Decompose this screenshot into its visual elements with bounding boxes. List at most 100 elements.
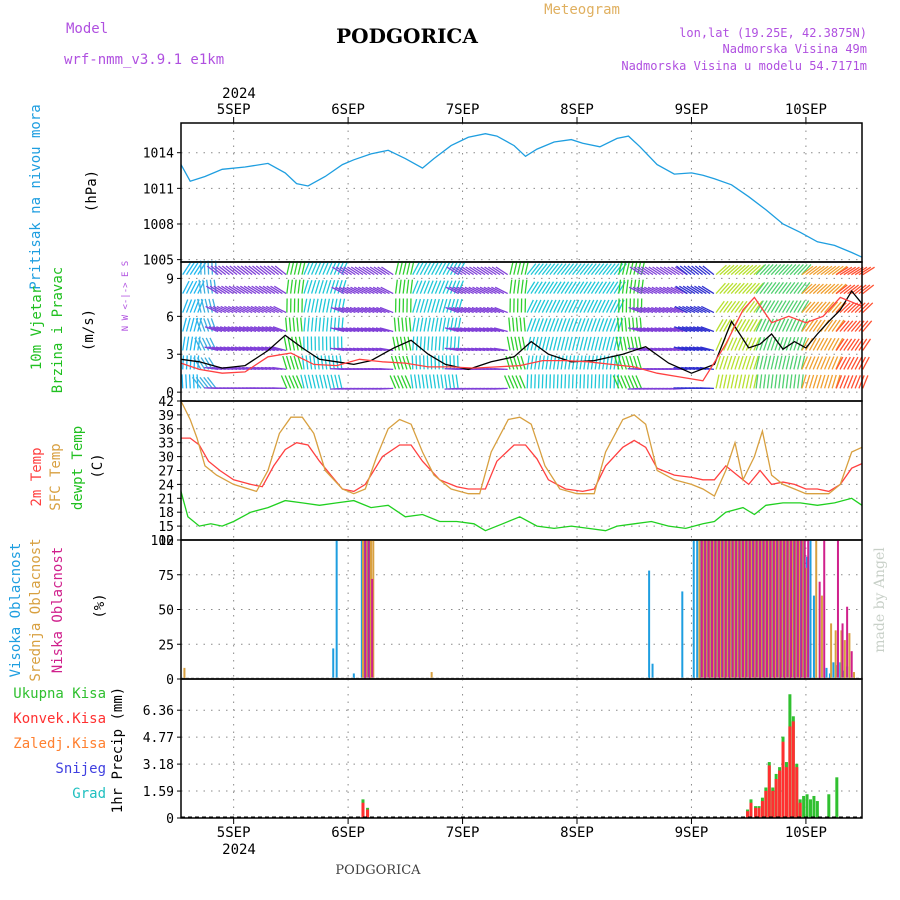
wind-arrow <box>778 318 786 332</box>
wind-arrow <box>805 265 818 276</box>
mid-bar <box>712 540 715 679</box>
wind-arrow <box>738 282 749 295</box>
wind-arrow <box>579 281 589 294</box>
low-bar <box>371 578 374 679</box>
wind-arrow <box>609 299 618 313</box>
wind-arrow <box>755 374 759 389</box>
y-tick-label: 0 <box>166 386 174 401</box>
wind-arrow <box>415 317 420 332</box>
wind-arrow <box>749 355 756 370</box>
wind-arrow <box>244 265 257 276</box>
bottom-date-label: 7SEP <box>446 825 480 841</box>
low-bar <box>735 540 738 679</box>
low-bar <box>738 540 741 679</box>
wind-arrow <box>545 281 555 294</box>
wind-arrow <box>759 337 766 351</box>
wind-arrow <box>759 355 764 370</box>
wind-arrow <box>206 265 219 276</box>
wind-arrow <box>719 374 724 389</box>
wind-arrow <box>541 263 552 276</box>
wind-arrow <box>449 280 457 294</box>
wind-arrow <box>755 263 767 276</box>
high-bar <box>828 673 831 679</box>
wind-arrow <box>314 280 321 294</box>
wind-arrow <box>220 305 234 314</box>
high-bar <box>699 540 702 679</box>
wind-arrow <box>483 306 497 314</box>
low-bar <box>741 540 744 679</box>
wind-arrow <box>667 266 680 276</box>
convective-bar <box>760 801 764 818</box>
wind-arrow <box>793 318 801 332</box>
wind-arrow <box>353 286 368 295</box>
wind-arrow <box>334 327 349 333</box>
wind-arrow <box>285 355 292 370</box>
low-bar <box>807 540 810 679</box>
wind-arrow <box>229 265 242 276</box>
high-bar <box>835 665 838 679</box>
wind-arrow <box>541 318 548 332</box>
wind-arrow <box>755 282 766 294</box>
wind-arrow <box>785 355 791 370</box>
wind-arrow <box>239 305 253 314</box>
wind-arrow <box>781 355 787 370</box>
wind-arrow <box>797 263 808 276</box>
wind-arrow <box>587 318 594 332</box>
meteogram-title: Meteogram <box>544 2 620 18</box>
wind-arrow <box>315 374 320 389</box>
mid-bar <box>820 595 823 679</box>
wind-arrow <box>410 260 415 275</box>
high-bar <box>795 540 798 679</box>
low-bar <box>823 540 826 679</box>
high-bar <box>730 540 733 679</box>
wind-arrow <box>579 299 587 313</box>
wind-arrow <box>204 298 210 313</box>
wind-arrow <box>650 327 665 333</box>
wind-arrow <box>185 317 191 332</box>
wind-arrow <box>480 266 493 276</box>
wind-arrow <box>575 355 579 370</box>
pressure-unit: (hPa) <box>84 170 100 212</box>
wind-arrow <box>449 286 463 295</box>
wind-arrow <box>587 263 597 276</box>
wind-arrow <box>358 266 371 276</box>
wind-arrow <box>594 281 604 294</box>
wind-arrow <box>594 263 605 276</box>
wind-arrow <box>839 302 851 314</box>
wind-arrow <box>742 282 753 295</box>
wind-arrow <box>520 355 526 370</box>
high-bar <box>352 673 355 679</box>
wind-arrow <box>763 355 768 370</box>
wind-arrow <box>253 326 268 333</box>
wind-arrow <box>423 317 428 332</box>
wind-arrow <box>621 355 627 370</box>
wind-arrow <box>823 356 831 370</box>
wind-arrow <box>753 282 764 295</box>
wind-arrow <box>397 317 401 332</box>
wind-arrow <box>583 355 587 370</box>
legend-entry: Snijeg <box>55 761 106 777</box>
wind-arrow <box>587 299 595 313</box>
wind-arrow <box>659 266 673 276</box>
wind-arrow <box>862 302 874 314</box>
wind-arrow <box>719 300 729 313</box>
wind-arrow <box>700 346 715 352</box>
wind-arrow <box>843 356 851 370</box>
wind-arrow <box>560 318 567 332</box>
wind-arrow <box>412 280 419 294</box>
wind-arrow <box>741 319 751 332</box>
wind-arrow <box>272 326 287 333</box>
wind-arrow <box>690 285 703 295</box>
wind-arrow <box>692 326 707 333</box>
convective-bar <box>366 809 370 818</box>
wind-arrow <box>749 337 757 351</box>
wind-arrow <box>269 305 283 314</box>
wind-arrow <box>545 263 556 276</box>
wind-arrow <box>227 305 242 314</box>
elevation-label: Nadmorska Visina 49m <box>723 42 868 56</box>
wind-arrow <box>464 286 478 295</box>
wind-arrow <box>372 306 386 314</box>
mid-bar <box>840 630 843 679</box>
wind-arrow <box>801 301 812 313</box>
wind-arrow <box>288 375 296 389</box>
